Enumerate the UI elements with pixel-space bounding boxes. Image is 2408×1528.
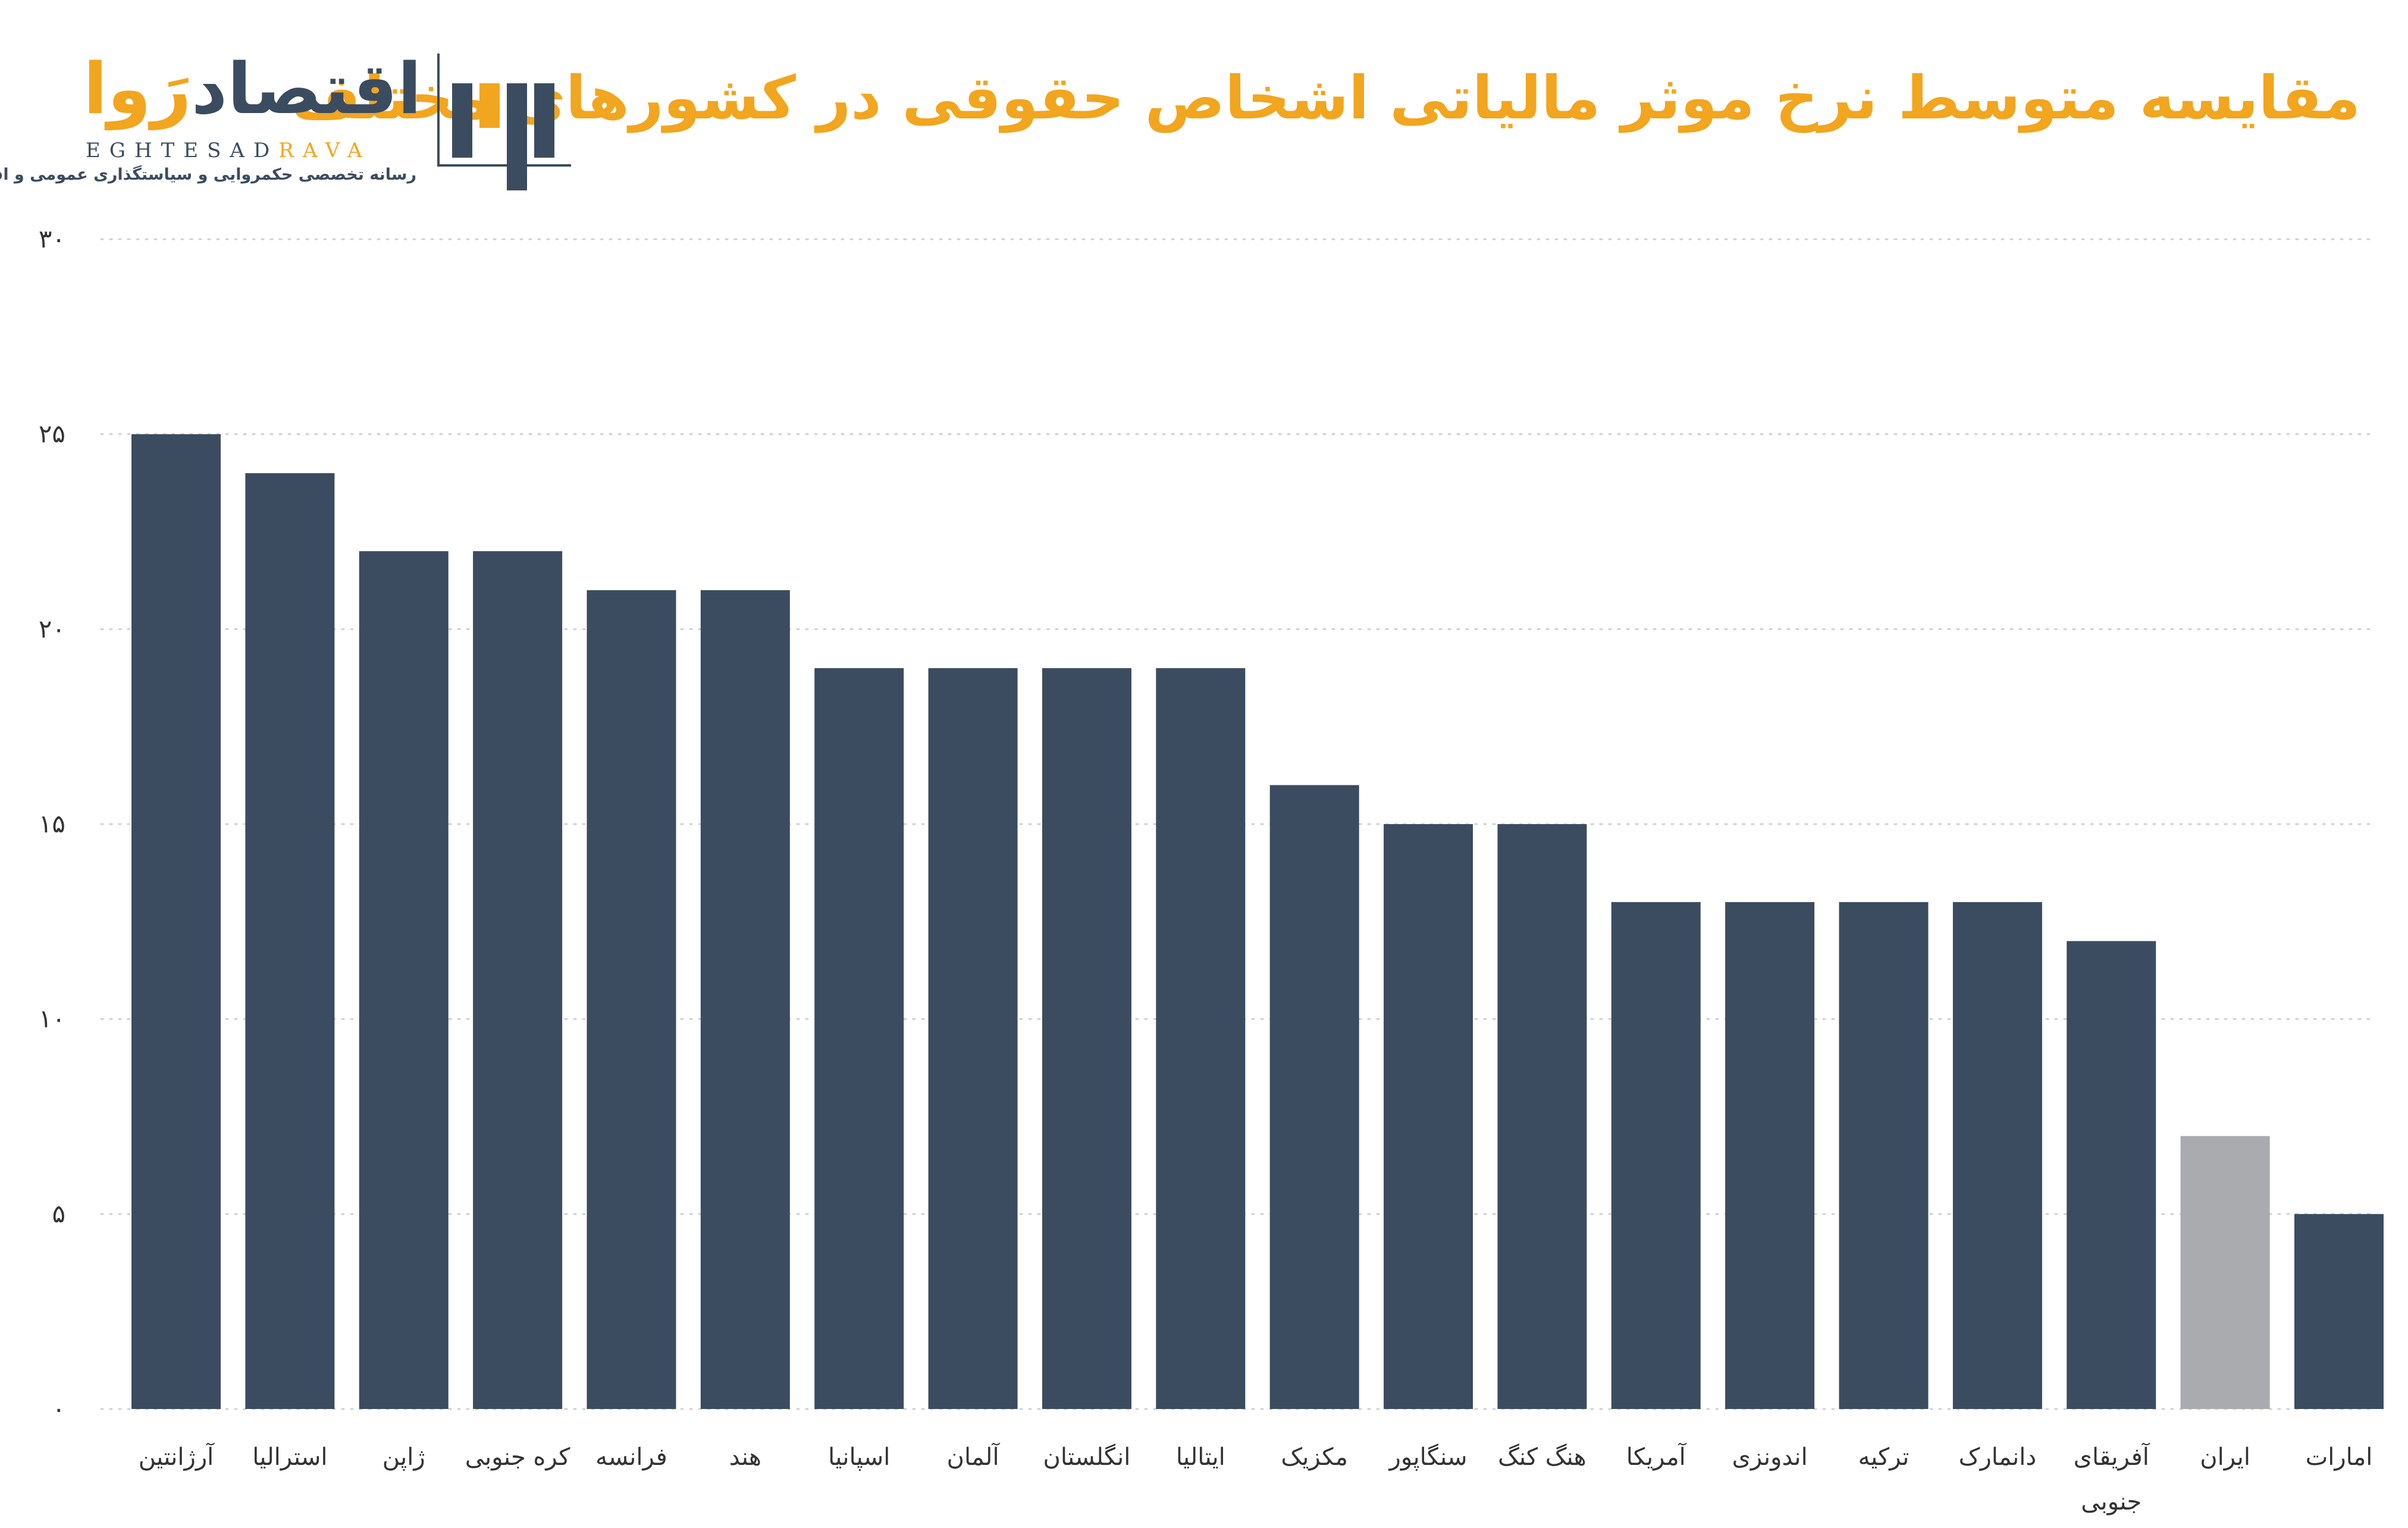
x-tick-label: اسپانیا [828,1444,890,1471]
x-tick-label: سنگاپور [1388,1444,1468,1471]
x-tick-label: هنگ کنگ [1498,1444,1586,1471]
y-tick-label: ۱۰ [39,1004,65,1034]
x-tick-label: کره جنوبی [465,1444,571,1471]
bar [1952,902,2042,1409]
bar [131,434,221,1409]
bar [2067,941,2156,1409]
x-axis-labels: آرژانتین استرالیا ژاپن کره جنوبی فرانسه هند اس… [139,1442,2373,1516]
eghtesadrava-logo-mark-icon [437,54,571,190]
bar [1497,824,1587,1409]
x-tick-label: ترکیه [1858,1444,1910,1471]
y-tick-label: ۱۵ [39,809,65,838]
logo-latin-main: EGHTESAD [86,139,279,162]
bar [1269,785,1359,1409]
brand-logo: اقتصادرَوا EGHTESADRAVA رسانه تخصصی حکمر… [0,54,577,196]
bar [1384,824,1473,1409]
x-tick-label: ایران [2200,1444,2250,1471]
y-tick-label: ۲۵ [39,419,65,449]
logo-latin-text: EGHTESADRAVA [86,140,419,161]
x-tick-label: دانمارک [1959,1444,2037,1471]
x-tick-label: اندونزی [1732,1444,1808,1471]
logo-tagline: رسانه تخصصی حکمروایی و سیاستگذاری عمومی … [0,165,416,184]
bar [2294,1214,2384,1409]
x-tick-label: آرژانتین [139,1442,215,1471]
bar [814,668,904,1409]
bar [1839,902,1929,1409]
y-tick-label: ۲۰ [39,614,65,643]
y-tick-label: ۰ [52,1394,65,1423]
chart-title: مقایسه متوسط نرخ موثر مالیاتی اشخاص حقوق… [291,63,2360,133]
x-tick-label: مکزیک [1281,1444,1348,1471]
bar [1156,668,1246,1409]
y-tick-label: ۳۰ [39,224,65,253]
logo-name-accent: رَوا [83,48,192,130]
bar [473,551,563,1410]
logo-name-main: اقتصاد [191,48,422,130]
x-tick-label: استرالیا [252,1444,327,1471]
logo-latin-accent: RAVA [278,139,371,162]
x-tick-label: فرانسه [595,1444,667,1471]
x-tick-label: ایتالیا [1176,1444,1225,1471]
bar [587,590,676,1409]
bar [2180,1136,2270,1409]
bar [928,668,1018,1409]
y-axis-ticks: ۰ ۵ ۱۰ ۱۵ ۲۰ ۲۵ ۳۰ [39,224,65,1423]
y-tick-label: ۵ [52,1199,65,1228]
x-tick-label: آلمان [947,1442,1001,1471]
bar [1611,902,1701,1409]
x-tick-label: هند [729,1444,761,1471]
x-tick-label: امارات [2306,1444,2373,1471]
bar [700,590,790,1409]
x-tick-label: آفریقای جنوبی [2074,1442,2150,1516]
bar [245,473,335,1410]
logo-wordmark: اقتصادرَوا [83,54,422,124]
bars [131,434,2384,1410]
bar [359,551,449,1410]
bar [1042,668,1131,1409]
x-tick-label: آمریکا [1626,1442,1687,1471]
x-tick-label: انگلستان [1043,1444,1130,1471]
x-tick-label: ژاپن [382,1444,425,1471]
bar [1725,902,1815,1409]
